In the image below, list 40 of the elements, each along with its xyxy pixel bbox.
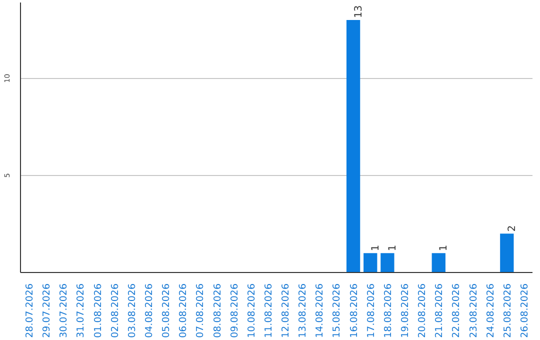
- x-tick-label: 18.08.2026: [382, 283, 394, 338]
- data-label: 1: [438, 244, 450, 252]
- bar: [500, 234, 514, 272]
- x-tick-label: 24.08.2026: [485, 283, 496, 338]
- x-tick-label: 20.08.2026: [417, 283, 428, 338]
- x-tick-label: 28.07.2026: [24, 283, 36, 338]
- bar: [380, 253, 394, 272]
- data-label: 1: [387, 244, 398, 252]
- x-tick-label: 11.08.2026: [263, 283, 274, 338]
- x-tick-label: 04.08.2026: [144, 283, 155, 338]
- x-tick-label: 09.08.2026: [229, 283, 240, 338]
- x-tick-label: 22.08.2026: [451, 283, 462, 338]
- x-tick-label: 31.07.2026: [76, 283, 87, 338]
- x-tick-label: 19.08.2026: [400, 283, 411, 338]
- x-tick-label: 30.07.2026: [58, 283, 70, 338]
- x-tick-label: 06.08.2026: [178, 283, 190, 338]
- x-tick-label: 14.08.2026: [314, 283, 326, 338]
- x-tick-label: 03.08.2026: [126, 283, 138, 338]
- x-tick-label: 15.08.2026: [332, 283, 343, 338]
- x-tick-label: 08.08.2026: [212, 283, 224, 338]
- bar: [364, 253, 378, 272]
- x-tick-label: 13.08.2026: [298, 283, 309, 338]
- x-tick-label: 02.08.2026: [110, 283, 121, 338]
- x-tick-label: 12.08.2026: [280, 283, 292, 338]
- x-tick-label: 07.08.2026: [195, 283, 206, 338]
- x-tick-label: 17.08.2026: [366, 283, 377, 338]
- x-tick-label: 21.08.2026: [434, 283, 446, 338]
- x-tick-label: 05.08.2026: [161, 283, 172, 338]
- x-tick-label: 23.08.2026: [468, 283, 480, 338]
- x-tick-label: 26.08.2026: [519, 283, 530, 338]
- bar: [432, 253, 446, 272]
- x-tick-label: 29.07.2026: [42, 283, 53, 338]
- x-tick-label: 25.08.2026: [502, 283, 514, 338]
- x-tick-label: 16.08.2026: [348, 283, 360, 338]
- x-tick-label: 01.08.2026: [92, 283, 104, 338]
- data-label: 2: [506, 225, 518, 232]
- data-label: 13: [353, 5, 364, 18]
- bar: [346, 20, 360, 272]
- data-label: 1: [370, 244, 382, 252]
- x-tick-label: 10.08.2026: [246, 283, 258, 338]
